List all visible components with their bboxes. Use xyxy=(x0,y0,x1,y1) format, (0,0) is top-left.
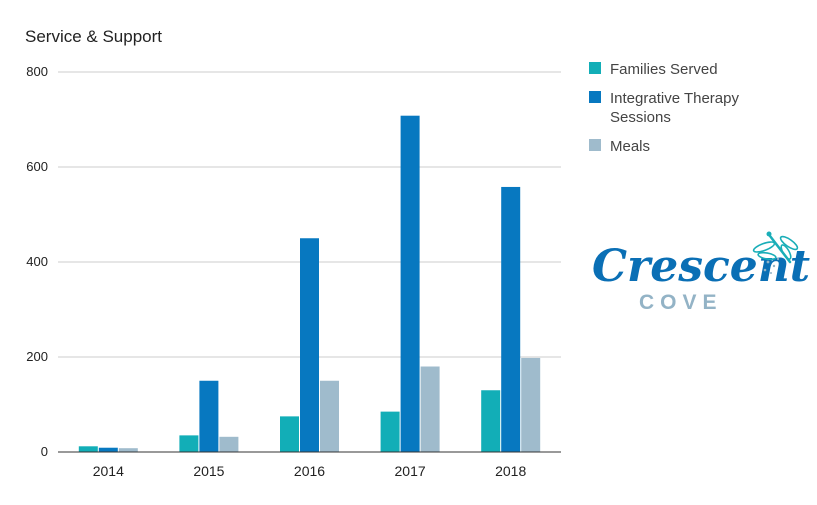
y-axis-ticks: 0 200 400 600 800 xyxy=(26,64,48,459)
legend-label: Families Served xyxy=(610,61,718,78)
logo-main-text: Crescent xyxy=(592,241,810,292)
dragonfly-icon xyxy=(752,231,799,264)
bar xyxy=(219,436,239,452)
legend-swatch xyxy=(589,91,601,103)
bar xyxy=(280,416,299,452)
bar xyxy=(380,411,400,452)
bar xyxy=(521,357,541,452)
x-tick-label: 2017 xyxy=(395,463,426,479)
y-tick-label: 600 xyxy=(26,159,48,174)
bar xyxy=(179,435,199,452)
bar xyxy=(320,380,339,452)
y-tick-label: 0 xyxy=(41,444,48,459)
bar xyxy=(98,447,118,452)
logo-sub-text: COVE xyxy=(639,291,723,314)
sparkle-dots xyxy=(763,257,780,274)
x-tick-label: 2018 xyxy=(495,463,526,479)
chart-title: Service & Support xyxy=(25,27,162,46)
bar xyxy=(420,366,440,452)
x-axis-ticks: 2014 2015 2016 2017 2018 xyxy=(93,463,527,479)
bar xyxy=(300,238,319,452)
x-tick-label: 2014 xyxy=(93,463,124,479)
bar xyxy=(400,115,420,452)
legend-swatch xyxy=(589,62,601,74)
y-tick-label: 400 xyxy=(26,254,48,269)
legend-swatch xyxy=(589,139,601,151)
bar xyxy=(78,446,98,452)
legend-label: Integrative Therapy Sessions xyxy=(610,90,739,126)
bars xyxy=(78,115,541,452)
bar xyxy=(501,186,521,452)
legend: Families Served Integrative Therapy Sessio… xyxy=(589,61,739,155)
bar xyxy=(481,390,501,452)
bar xyxy=(199,380,219,452)
legend-label: Meals xyxy=(610,138,650,155)
y-tick-label: 200 xyxy=(26,349,48,364)
crescent-cove-logo: Crescent COVE xyxy=(592,231,810,314)
bar xyxy=(118,448,138,452)
y-tick-label: 800 xyxy=(26,64,48,79)
x-tick-label: 2016 xyxy=(294,463,325,479)
x-tick-label: 2015 xyxy=(193,463,224,479)
